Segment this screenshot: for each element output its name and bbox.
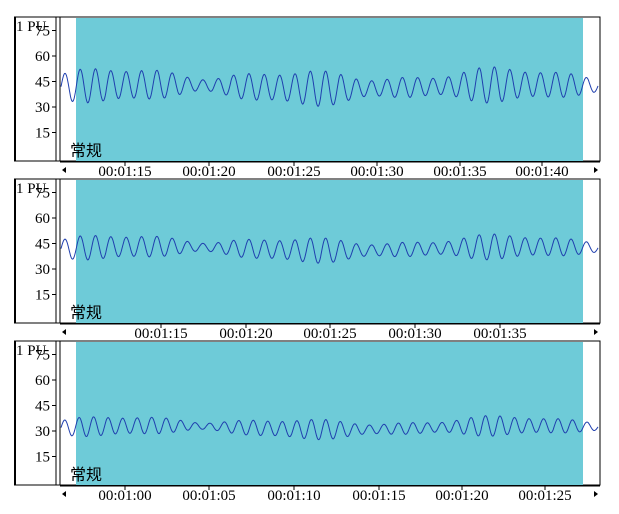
x-tick-label: 00:01:40 — [515, 164, 568, 180]
x-tick-label: 00:01:15 — [352, 488, 405, 504]
scroll-left-arrow — [62, 167, 66, 173]
y-tick-label: 30 — [35, 262, 50, 278]
y-tick-label: 60 — [35, 373, 50, 389]
x-tick-label: 00:01:25 — [303, 326, 356, 342]
data-trace — [60, 66, 599, 107]
chart-panel-3: 1 PU 75 60 45 30 15 常规 00:01:00 00:01:05 00:01:10… — [14, 340, 604, 504]
data-trace — [60, 233, 599, 264]
scroll-right-arrow — [594, 329, 598, 335]
x-tick-label: 00:01:20 — [435, 488, 488, 504]
y-tick-label: 75 — [35, 24, 50, 40]
y-tick-label: 15 — [35, 288, 50, 304]
y-unit-label: 1 PU — [16, 181, 47, 197]
y-tick-label: 75 — [35, 348, 50, 364]
x-tick-label: 00:01:15 — [98, 164, 151, 180]
x-tick-label: 00:01:20 — [182, 164, 235, 180]
shaded-region — [76, 342, 583, 485]
x-tick-label: 00:01:10 — [267, 488, 320, 504]
x-tick-label: 00:01:00 — [98, 488, 151, 504]
mode-label: 常规 — [70, 141, 102, 160]
mode-label: 常规 — [70, 303, 102, 322]
scroll-left-arrow — [62, 329, 66, 335]
chart-panel-2: 1 PU 75 60 45 30 15 常规 00:01:15 00:01:20 00:01:25… — [14, 178, 604, 342]
y-unit-label: 1 PU — [16, 343, 47, 359]
y-tick-label: 60 — [35, 211, 50, 227]
y-tick-label: 45 — [35, 399, 50, 415]
y-tick-label: 45 — [35, 75, 50, 91]
y-tick-label: 60 — [35, 49, 50, 65]
data-trace — [60, 415, 599, 441]
x-tick-label: 00:01:20 — [219, 326, 272, 342]
x-tick-label: 00:01:30 — [350, 164, 403, 180]
y-tick-label: 75 — [35, 186, 50, 202]
y-tick-label: 15 — [35, 126, 50, 142]
y-tick-label: 30 — [35, 100, 50, 116]
scroll-left-arrow — [62, 491, 66, 497]
x-tick-label: 00:01:15 — [134, 326, 187, 342]
x-tick-label: 00:01:25 — [267, 164, 320, 180]
x-tick-label: 00:01:25 — [518, 488, 571, 504]
x-tick-label: 00:01:30 — [388, 326, 441, 342]
y-tick-label: 15 — [35, 450, 50, 466]
x-tick-label: 00:01:35 — [433, 164, 486, 180]
y-tick-label: 30 — [35, 424, 50, 440]
x-tick-label: 00:01:35 — [473, 326, 526, 342]
y-tick-label: 45 — [35, 237, 50, 253]
scroll-right-arrow — [594, 491, 598, 497]
y-unit-label: 1 PU — [16, 19, 47, 35]
chart-panel-1: 1 PU 75 60 45 30 15 常规 00:01:15 00:01:20 00:01:25… — [14, 16, 604, 180]
x-tick-label: 00:01:05 — [182, 488, 235, 504]
mode-label: 常规 — [70, 465, 102, 484]
scroll-right-arrow — [594, 167, 598, 173]
